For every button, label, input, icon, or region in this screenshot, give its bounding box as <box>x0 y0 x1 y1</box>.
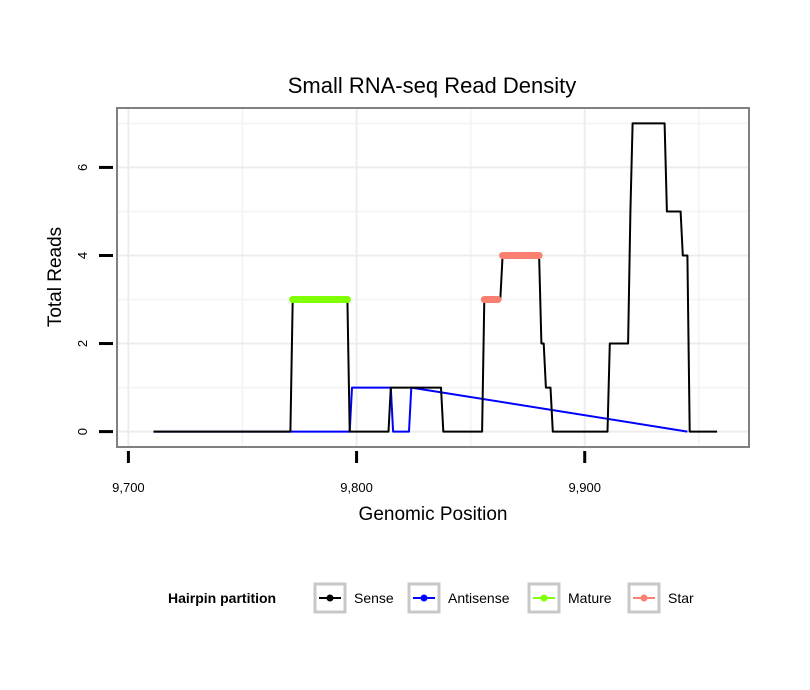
plot-background <box>117 108 749 447</box>
y-tick-label: 6 <box>75 164 90 171</box>
chart-title: Small RNA-seq Read Density <box>288 73 577 98</box>
y-axis: 0 2 4 6 <box>75 164 113 435</box>
x-tick-label: 9,900 <box>568 480 601 495</box>
legend-title: Hairpin partition <box>168 590 276 606</box>
y-tick-label: 4 <box>75 252 90 259</box>
x-axis-title: Genomic Position <box>359 504 508 525</box>
legend-label: Star <box>668 590 694 606</box>
legend-item-star: Star <box>627 582 694 614</box>
plot-panel <box>116 107 750 448</box>
legend-label: Antisense <box>448 590 510 606</box>
y-axis-title: Total Reads <box>45 227 66 327</box>
legend-label: Sense <box>354 590 394 606</box>
x-tick-label: 9,800 <box>340 480 373 495</box>
legend-key-point <box>420 594 428 602</box>
legend-item-antisense: Antisense <box>407 582 510 614</box>
series-line-sense <box>153 122 718 433</box>
legend-key-point <box>326 594 334 602</box>
x-tick-label: 9,700 <box>112 480 145 495</box>
y-tick-label: 2 <box>75 340 90 347</box>
legend-items: Sense Antisense Mature Star <box>313 582 694 614</box>
legend-key-point <box>540 594 548 602</box>
legend-label: Mature <box>568 590 612 606</box>
legend-item-sense: Sense <box>313 582 394 614</box>
grid-lines <box>117 108 749 447</box>
legend-item-mature: Mature <box>527 582 612 614</box>
legend: Hairpin partition Sense Antisense Mature St… <box>168 582 694 614</box>
data-series <box>153 122 718 433</box>
y-tick-label: 0 <box>75 428 90 435</box>
plot-border <box>116 107 750 448</box>
x-axis: 9,700 9,800 9,900 <box>112 451 601 495</box>
legend-key-point <box>640 594 648 602</box>
